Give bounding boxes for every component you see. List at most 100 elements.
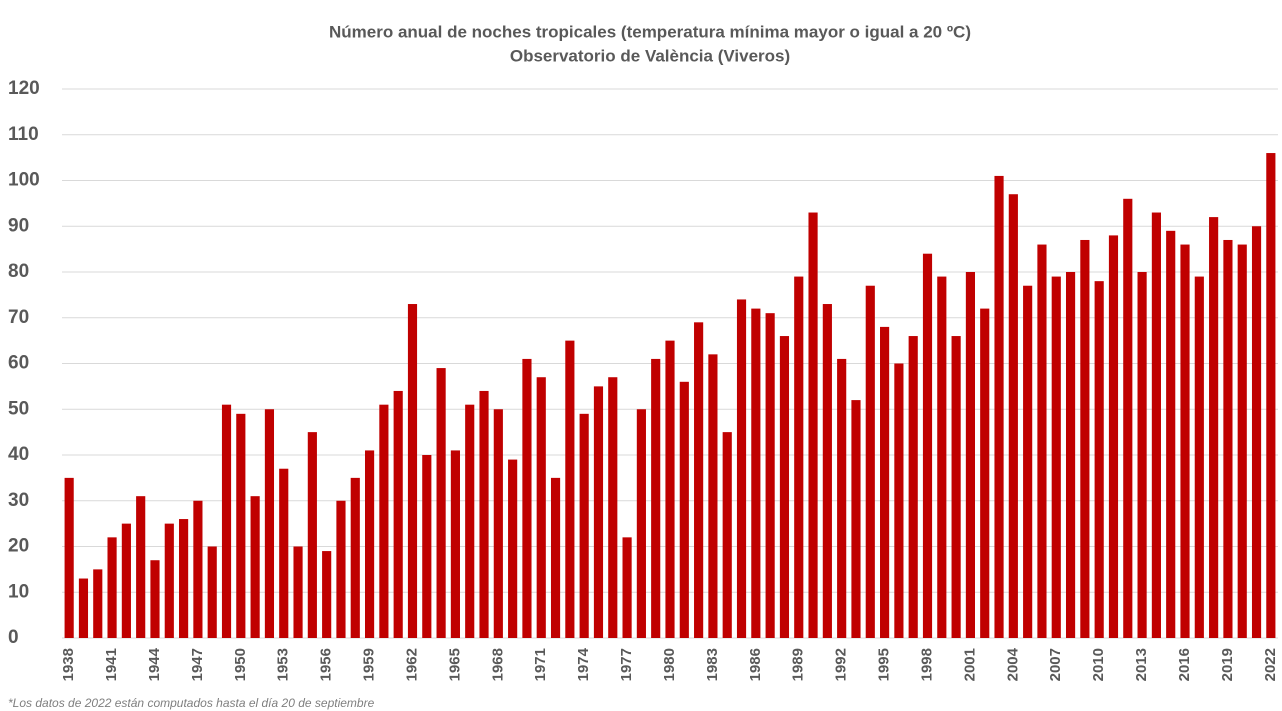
bar xyxy=(665,340,675,638)
bar xyxy=(136,496,146,638)
bar xyxy=(908,336,918,638)
x-tick-label: 1953 xyxy=(275,648,292,681)
y-tick-label: 120 xyxy=(8,78,40,99)
bar xyxy=(694,322,704,638)
y-tick-label: 40 xyxy=(8,444,29,465)
bar xyxy=(679,381,689,638)
bar xyxy=(550,477,561,638)
bar xyxy=(393,390,403,638)
y-tick-label: 90 xyxy=(8,215,29,236)
bar xyxy=(1023,285,1033,638)
y-tick-label: 100 xyxy=(8,170,40,191)
bar xyxy=(593,386,604,638)
x-tick-label: 1956 xyxy=(318,648,335,681)
x-tick-label: 1974 xyxy=(575,647,592,681)
bar xyxy=(765,313,775,638)
x-tick-label: 2022 xyxy=(1262,648,1279,681)
bar xyxy=(894,363,904,638)
bar xyxy=(1251,226,1262,638)
x-tick-label: 1971 xyxy=(532,648,549,681)
x-tick-label: 1965 xyxy=(446,648,463,681)
bar xyxy=(1180,244,1190,639)
x-tick-label: 1959 xyxy=(361,648,378,681)
x-tick-label: 1947 xyxy=(189,648,206,681)
bar xyxy=(1051,276,1061,638)
x-tick-label: 1950 xyxy=(232,648,249,681)
bar xyxy=(1166,230,1176,638)
bar xyxy=(221,404,232,638)
bar xyxy=(536,377,546,638)
y-tick-label: 60 xyxy=(8,353,29,374)
bar xyxy=(336,500,346,638)
bar xyxy=(508,459,518,638)
bar xyxy=(579,413,589,638)
y-tick-label: 50 xyxy=(8,398,29,419)
bar xyxy=(1094,281,1104,638)
bar xyxy=(450,450,460,638)
bar xyxy=(522,358,532,638)
bar xyxy=(651,358,661,638)
bar xyxy=(822,304,832,638)
bar xyxy=(1223,239,1233,638)
bar xyxy=(1037,244,1047,639)
bar xyxy=(193,500,203,638)
bar xyxy=(350,477,360,638)
bar xyxy=(107,537,117,638)
bar xyxy=(937,276,947,638)
chart-title: Número anual de noches tropicales (tempe… xyxy=(329,22,971,41)
bar xyxy=(980,308,990,638)
bar xyxy=(150,560,160,638)
bar xyxy=(407,304,418,638)
bar xyxy=(1209,217,1219,638)
x-tick-label: 1938 xyxy=(60,648,77,681)
bar xyxy=(64,477,74,638)
bar xyxy=(865,285,875,638)
y-tick-label: 110 xyxy=(8,124,39,145)
y-tick-label: 0 xyxy=(8,627,19,648)
x-tick-label: 1989 xyxy=(790,648,807,681)
bar xyxy=(965,272,976,638)
footnote: *Los datos de 2022 están computados hast… xyxy=(8,696,375,710)
bar xyxy=(608,377,618,638)
x-tick-label: 1983 xyxy=(704,648,721,681)
x-tick-label: 1941 xyxy=(103,648,120,681)
bar xyxy=(1108,235,1119,638)
bar xyxy=(93,569,103,638)
x-tick-label: 2016 xyxy=(1176,648,1193,681)
bar xyxy=(493,409,503,638)
bar xyxy=(622,537,632,638)
bar xyxy=(479,390,489,638)
y-tick-label: 70 xyxy=(8,307,29,328)
x-tick-label: 1980 xyxy=(661,648,678,681)
y-tick-label: 30 xyxy=(8,490,29,511)
x-tick-label: 2001 xyxy=(961,648,978,681)
bar xyxy=(794,276,804,638)
bar xyxy=(322,551,332,638)
bar xyxy=(636,409,646,638)
bar xyxy=(179,519,189,638)
x-tick-label: 1992 xyxy=(833,648,850,681)
bar xyxy=(722,432,732,638)
bar xyxy=(1266,153,1276,639)
x-tick-label: 2013 xyxy=(1133,648,1150,681)
x-tick-label: 2007 xyxy=(1047,648,1064,681)
x-tick-label: 2004 xyxy=(1004,647,1021,681)
x-tick-label: 1998 xyxy=(918,648,935,681)
x-tick-label: 2010 xyxy=(1090,648,1107,681)
y-tick-label: 10 xyxy=(8,581,29,602)
bar xyxy=(1080,239,1090,638)
bar xyxy=(837,358,847,638)
y-tick-label: 80 xyxy=(8,261,29,282)
bar xyxy=(307,432,317,638)
bar xyxy=(264,409,275,638)
bar xyxy=(422,455,432,638)
bar xyxy=(164,523,174,638)
bar xyxy=(250,496,260,638)
bar xyxy=(379,404,389,638)
bar xyxy=(1008,194,1018,638)
bar xyxy=(779,336,790,638)
bar xyxy=(121,523,131,638)
x-tick-label: 1962 xyxy=(403,648,420,681)
bar xyxy=(751,308,761,638)
